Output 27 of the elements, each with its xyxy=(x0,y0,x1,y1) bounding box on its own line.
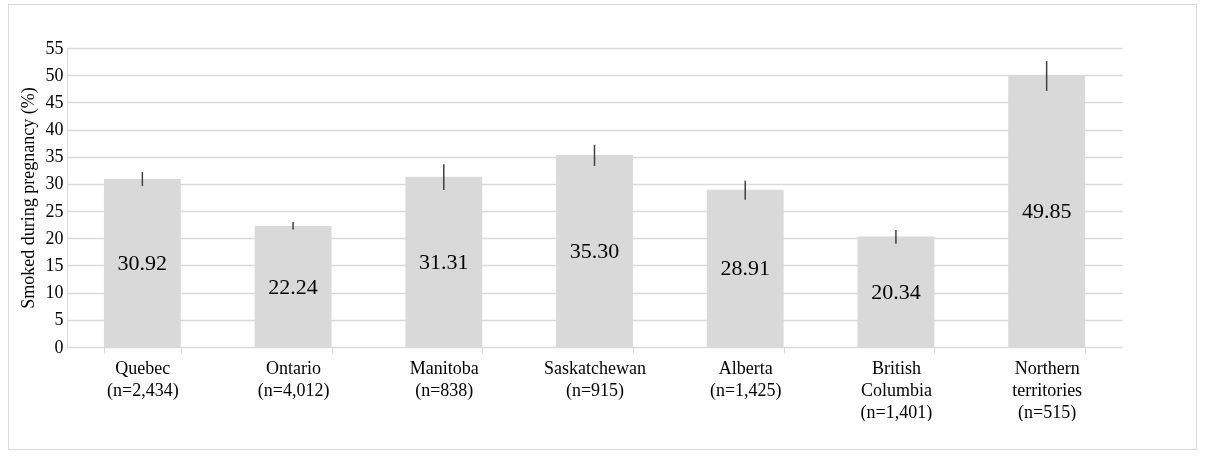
y-tick-label: 50 xyxy=(45,64,64,85)
x-tick-label: Alberta (n=1,425) xyxy=(709,357,782,401)
y-tick-label: 30 xyxy=(45,173,64,194)
y-tick-label: 35 xyxy=(45,146,64,167)
y-tick-label: 25 xyxy=(45,200,64,221)
x-tick-label: Manitoba (n=838) xyxy=(409,357,479,401)
data-label: 20.34 xyxy=(871,278,921,304)
x-tick-label: Northern territories (n=515) xyxy=(1012,357,1083,423)
data-label: 30.92 xyxy=(117,249,168,275)
y-tick-label: 20 xyxy=(45,227,64,248)
x-tick-label: Ontario (n=4,012) xyxy=(257,357,330,401)
y-tick-label: 40 xyxy=(45,119,64,140)
y-tick-label: 15 xyxy=(45,254,64,275)
x-tick-label: Saskatchewan (n=915) xyxy=(544,357,646,401)
data-label: 35.30 xyxy=(569,238,620,264)
y-tick-label: 55 xyxy=(45,37,64,58)
x-tick-label: British Columbia (n=1,401) xyxy=(860,357,933,423)
y-tick-label: 10 xyxy=(45,282,64,303)
data-label: 31.31 xyxy=(419,248,469,274)
y-tick-label: 5 xyxy=(54,309,64,330)
x-tick-label: Quebec (n=2,434) xyxy=(107,357,179,401)
y-tick-label: 45 xyxy=(45,91,64,112)
data-label: 49.85 xyxy=(1021,198,1072,224)
y-tick-label: 0 xyxy=(54,336,64,357)
data-label: 28.91 xyxy=(720,255,770,281)
y-axis-title: Smoked during pregnancy (%) xyxy=(17,87,39,309)
data-label: 22.24 xyxy=(268,273,318,299)
